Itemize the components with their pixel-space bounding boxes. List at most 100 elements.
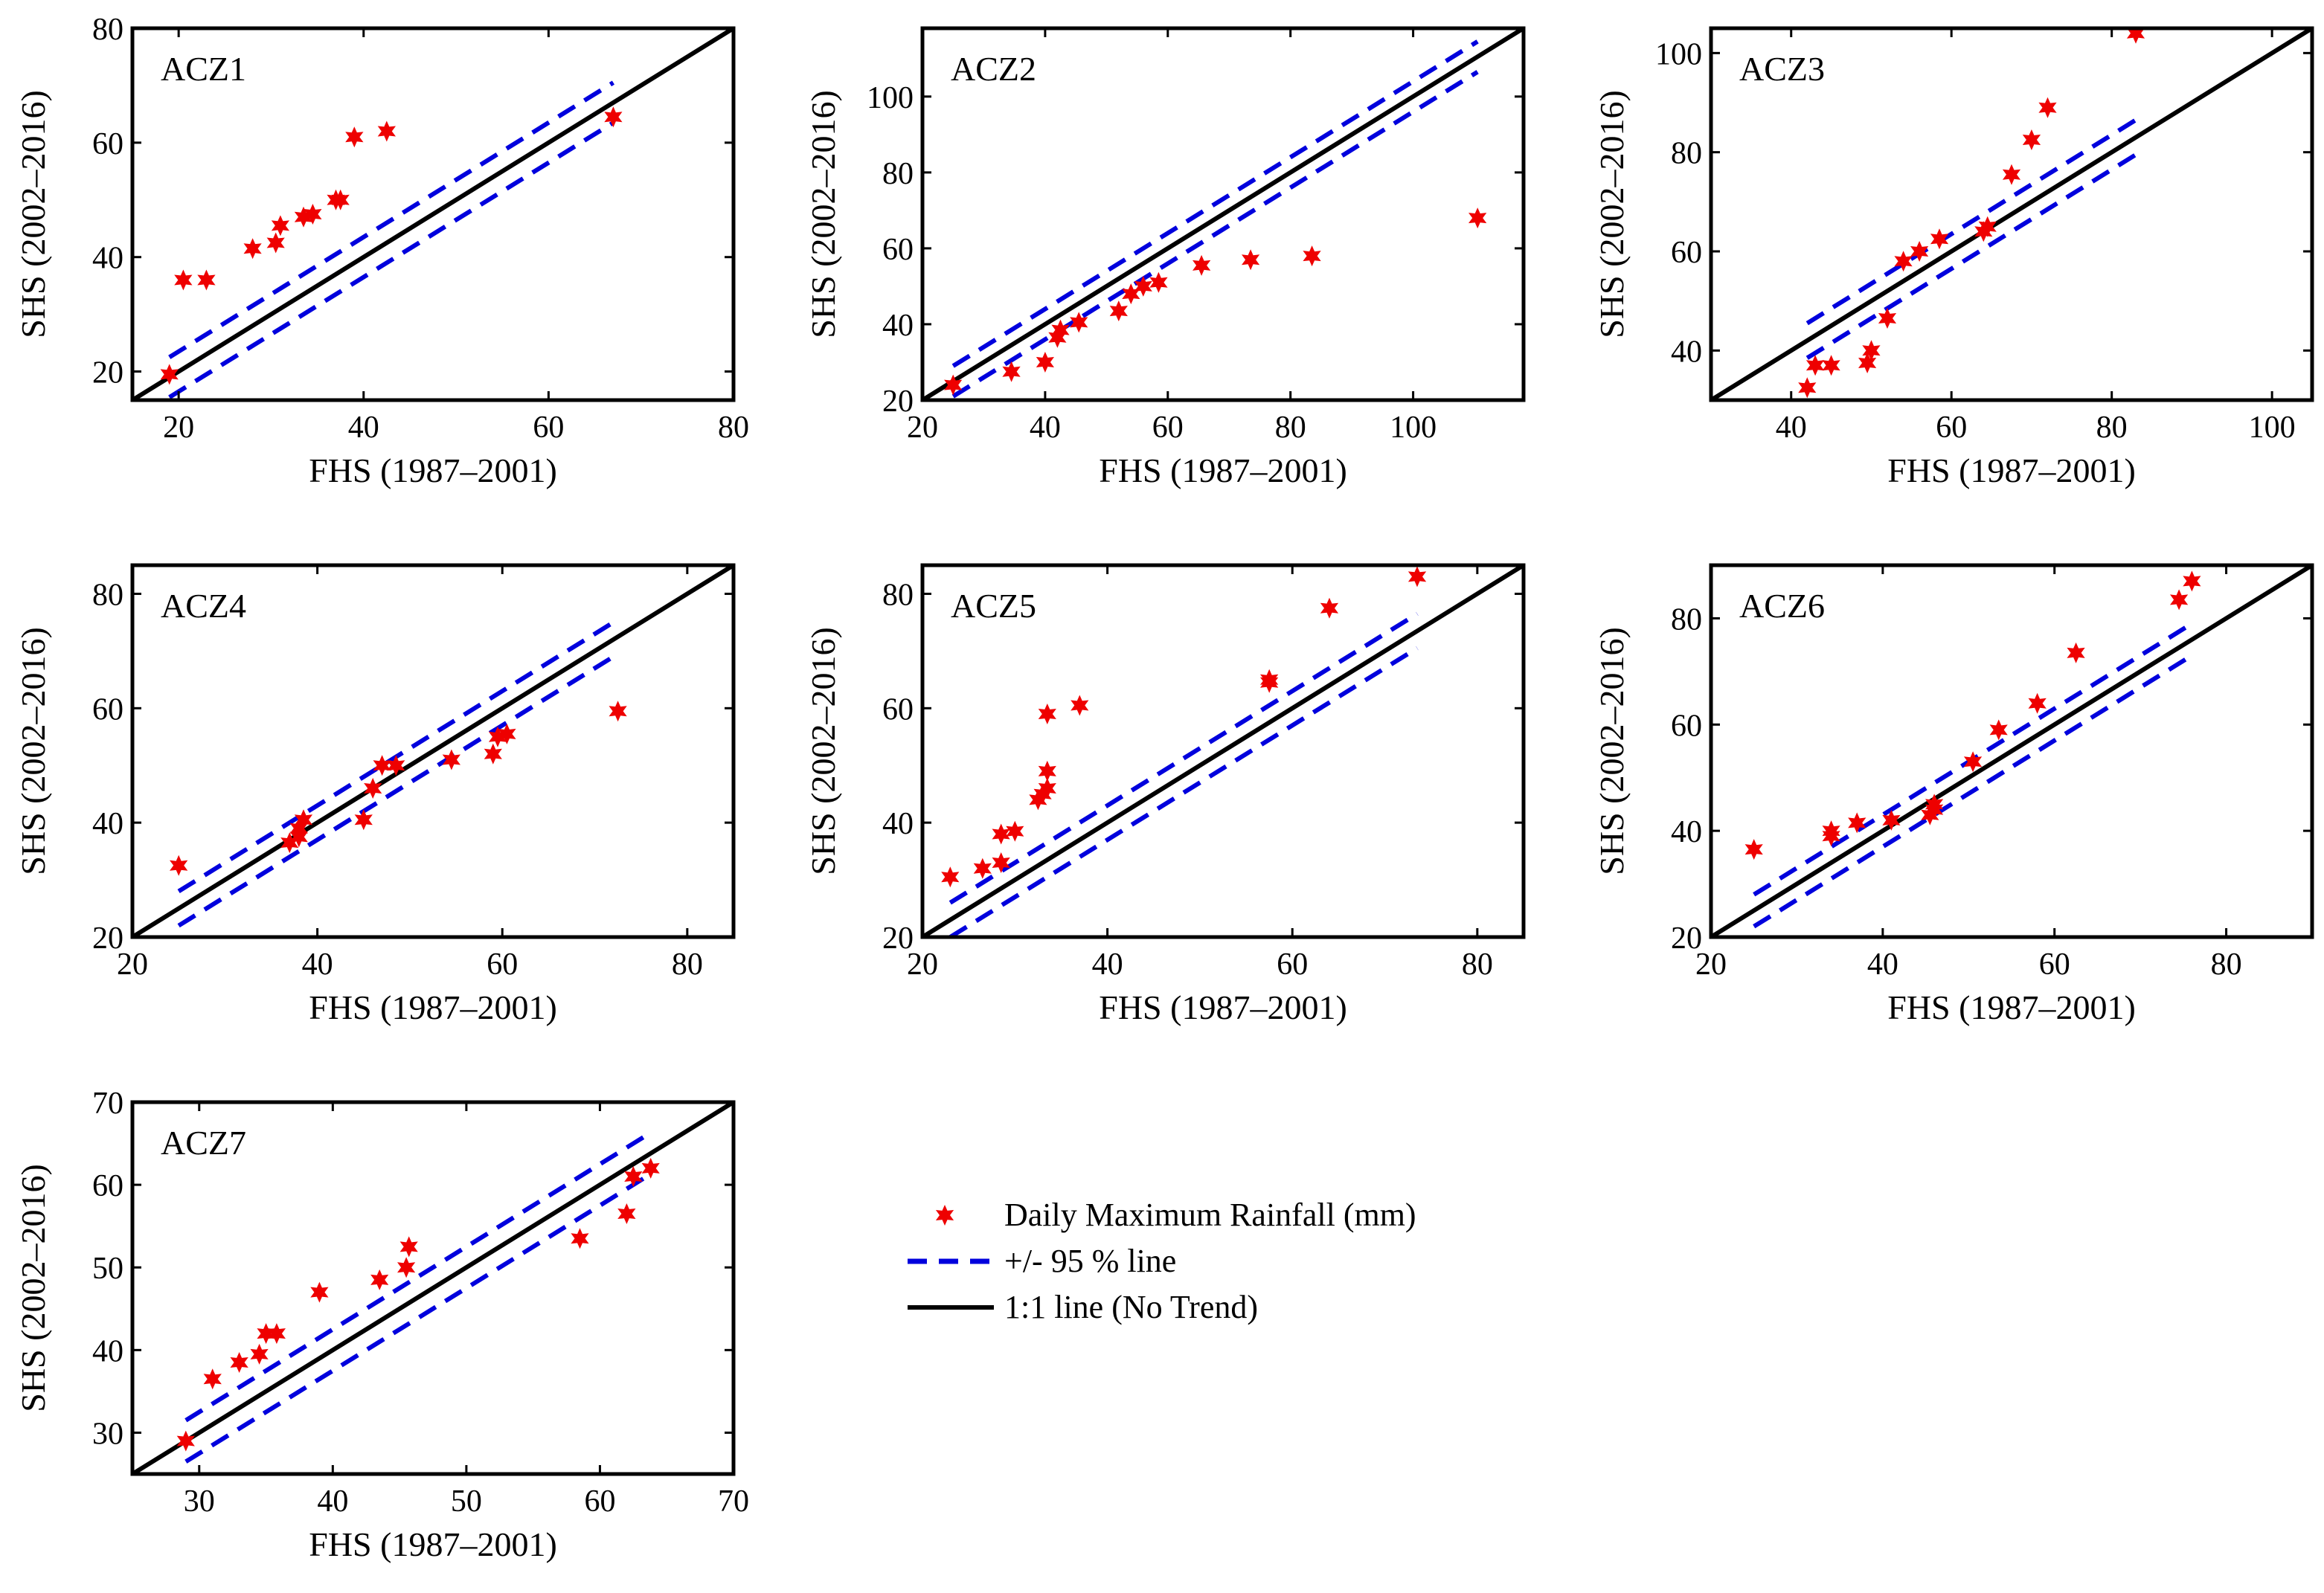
x-tick-label: 40 [1092, 947, 1123, 982]
data-point [370, 1269, 389, 1290]
data-point [1974, 221, 1993, 242]
upper-band-line [951, 39, 1479, 368]
data-point [484, 743, 502, 765]
identity-line [132, 28, 734, 400]
panel-acz3: 40 60 80 100 40 60 80 100 FHS (1987–2001) SHS (20… [1593, 26, 2314, 489]
identity-line [1711, 565, 2312, 937]
data-point [373, 755, 391, 776]
y-tick-label: 20 [92, 921, 123, 956]
data-point [1862, 340, 1881, 361]
data-point [1822, 820, 1840, 842]
data-point [170, 855, 188, 876]
legend-item-points: Daily Maximum Rainfall (mm) [935, 1197, 1416, 1233]
data-point [1033, 783, 1052, 805]
y-tick-label: 100 [1655, 37, 1702, 71]
legend-band-label: +/- 95 % line [1004, 1243, 1176, 1279]
data-point [310, 1281, 329, 1303]
y-axis-label: SHS (2002–2016) [804, 90, 842, 338]
data-point [498, 723, 516, 744]
data-point [1038, 760, 1056, 782]
data-point [992, 852, 1010, 873]
data-point [399, 1236, 418, 1258]
data-point [1320, 597, 1339, 619]
y-tick-label: 60 [882, 233, 914, 267]
panel-title: ACZ2 [951, 50, 1036, 88]
data-point [160, 364, 179, 385]
data-point [1805, 355, 1825, 376]
data-point [941, 866, 960, 888]
panel-acz5: 20 40 60 80 20 40 60 80 FHS (1987–2001) SHS (2002… [804, 563, 1526, 1026]
data-point [250, 1343, 269, 1365]
y-tick-label: 80 [92, 578, 123, 612]
data-point [1878, 308, 1897, 329]
x-tick-label: 60 [1936, 411, 1967, 445]
x-tick-label: 80 [2211, 947, 2242, 982]
x-tick-label: 20 [907, 947, 938, 982]
data-point [294, 206, 313, 228]
legend-points-label: Daily Maximum Rainfall (mm) [1004, 1197, 1416, 1233]
y-tick-label: 60 [92, 692, 123, 727]
x-tick-label: 20 [117, 947, 148, 982]
y-tick-label: 40 [882, 309, 914, 343]
data-point [397, 1257, 416, 1278]
data-point [488, 726, 507, 747]
panel-title: ACZ6 [1739, 587, 1825, 625]
y-tick-label: 60 [882, 692, 914, 727]
data-point [203, 1368, 222, 1390]
data-point [1798, 377, 1817, 399]
data-point [243, 238, 262, 260]
y-tick-label: 20 [882, 384, 914, 419]
y-tick-label: 80 [882, 157, 914, 191]
data-point [2183, 570, 2201, 592]
data-point [1193, 254, 1211, 276]
data-point [1070, 312, 1088, 333]
plot-area [922, 28, 1524, 400]
panel-title: ACZ7 [161, 1124, 246, 1162]
y-tick-label: 20 [882, 921, 914, 956]
data-point [1109, 300, 1128, 322]
upper-band-line [177, 617, 620, 894]
panel-acz2: 20 40 60 80 100 20 40 60 80 100 FHS (1987–2001) SHS… [804, 26, 1526, 489]
x-axis-label: FHS (1987–2001) [1887, 451, 2136, 489]
data-point [1925, 794, 1944, 815]
data-point [2028, 692, 2047, 714]
data-point [289, 817, 308, 839]
x-tick-label: 40 [302, 947, 333, 982]
data-point [197, 269, 216, 291]
identity-line [132, 1102, 734, 1474]
panel-title: ACZ3 [1739, 50, 1825, 88]
data-point [387, 755, 405, 776]
y-tick-label: 40 [1671, 815, 1702, 849]
data-point [1036, 352, 1054, 373]
data-point [1051, 319, 1070, 341]
data-point [1858, 353, 1877, 373]
lower-band-line [168, 120, 614, 399]
x-tick-label: 40 [1776, 411, 1807, 445]
x-tick-label: 40 [1867, 947, 1898, 982]
data-point [624, 1166, 643, 1187]
y-tick-label: 60 [1671, 236, 1702, 270]
identity-line [132, 565, 734, 937]
data-point [331, 189, 350, 210]
data-point [280, 832, 299, 854]
data-point [1038, 704, 1056, 724]
x-axis-label: FHS (1987–2001) [309, 988, 557, 1026]
data-point [174, 269, 193, 291]
y-axis-label: SHS (2002–2016) [14, 627, 52, 875]
identity-line [922, 28, 1524, 400]
axes-frame [130, 563, 736, 939]
y-tick-label: 40 [92, 242, 123, 276]
x-tick-label: 30 [184, 1484, 215, 1519]
data-point [944, 374, 963, 396]
x-axis-label: FHS (1987–2001) [1887, 988, 2136, 1026]
data-point [1303, 245, 1321, 267]
panel-acz1: 20 40 60 80 20 40 60 80 FHS (1987–2001) SHS (2002… [14, 13, 749, 489]
x-tick-label: 50 [451, 1484, 482, 1519]
data-point [1242, 249, 1260, 271]
axes-frame [130, 26, 736, 402]
panels: 20 40 60 80 20 40 60 80 FHS (1987–2001) SHS (2002… [14, 13, 2314, 1563]
y-tick-label: 60 [92, 127, 123, 161]
data-point [2126, 28, 2145, 44]
data-point [1848, 812, 1866, 834]
data-point [992, 823, 1010, 845]
